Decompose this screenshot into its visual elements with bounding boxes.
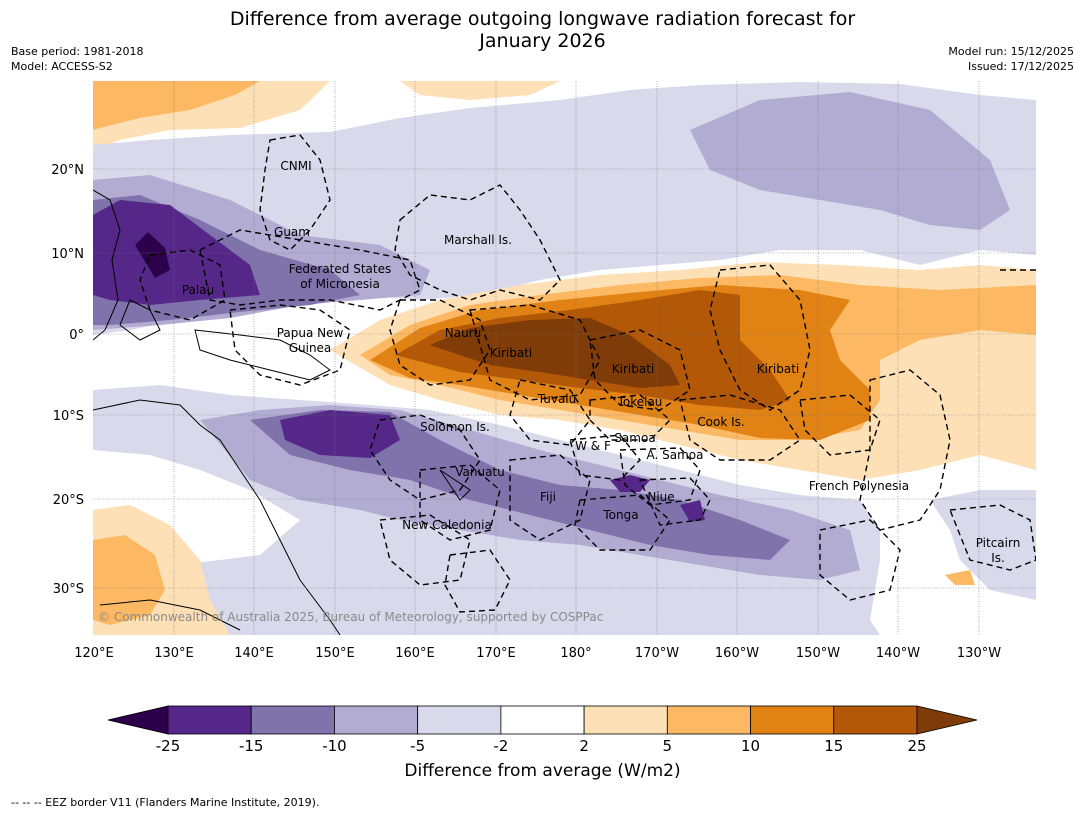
label-png-2: Guinea [289, 341, 332, 355]
anomaly-area-sw-orange [93, 535, 165, 625]
colorbar-title: Difference from average (W/m2) [404, 761, 681, 781]
lat-tick-30s: 30°S [53, 582, 84, 597]
label-cook: Cook Is. [697, 415, 744, 429]
lat-tick-0: 0° [69, 328, 84, 343]
anomaly-area-palau-dark [93, 200, 260, 305]
model-run: Model run: 15/12/2025 [948, 45, 1074, 58]
label-cnmi: CNMI [280, 159, 311, 173]
lon-tick-120e: 120°E [74, 646, 114, 661]
lon-tick-180: 180° [560, 646, 591, 661]
label-kiribati-central: Kiribati [612, 362, 654, 376]
label-png-1: Papua New [277, 326, 344, 340]
label-palau: Palau [182, 283, 214, 297]
coastlines [93, 189, 471, 635]
lat-tick-20n: 20°N [51, 163, 84, 178]
colorbar-bin [250, 705, 335, 735]
label-niue: Niue [647, 490, 674, 504]
label-solomon: Solomon Is. [420, 420, 490, 434]
label-marshall: Marshall Is. [444, 233, 512, 247]
colorbar-bin [583, 705, 668, 735]
label-fiji: Fiji [540, 490, 556, 504]
longitude-labels: 120°E 130°E 140°E 150°E 160°E 170°E 180°… [74, 646, 1001, 661]
colorbar-tick-label: -5 [410, 737, 425, 755]
colorbar-tick-label: 15 [824, 737, 843, 755]
colorbar-bin [334, 705, 419, 735]
anomaly-area-n-light [400, 81, 560, 100]
eez-borders [139, 134, 1036, 613]
anomaly-area-pitcairn-purple [930, 490, 1036, 600]
colorbar-bin [500, 705, 585, 735]
colorbar-tick-label: -15 [239, 737, 264, 755]
label-american-samoa: A. Samoa [647, 448, 704, 462]
colorbar-bin [417, 705, 502, 735]
anomaly-area-hawaii-purple [690, 92, 1010, 230]
label-kiribati-west: Kiribati [490, 346, 532, 360]
label-kiribati-east: Kiribati [757, 362, 799, 376]
label-pitcairn-2: Is. [991, 551, 1005, 565]
meta-right: Model run: 15/12/2025 Issued: 17/12/2025 [948, 44, 1074, 74]
colorbar-bin [167, 705, 252, 735]
colorbar-bins [167, 705, 918, 735]
base-period: Base period: 1981-2018 [11, 45, 144, 58]
lon-tick-150e: 150°E [315, 646, 355, 661]
lon-tick-140e: 140°E [234, 646, 274, 661]
colorbar-bin [666, 705, 751, 735]
label-fsm-1: Federated States [289, 262, 391, 276]
meta-left: Base period: 1981-2018 Model: ACCESS-S2 [11, 44, 143, 74]
label-wallis-futuna: W & F [575, 439, 611, 453]
colorbar-tick-label: 10 [741, 737, 760, 755]
colorbar-tick-label: -25 [156, 737, 181, 755]
label-tokelau: Tokelau [617, 395, 663, 409]
anomaly-area-solomon-dark [280, 410, 400, 458]
label-guam: Guam [274, 225, 310, 239]
label-vanuatu: Vanuatu [455, 465, 505, 479]
colorbar-tick-label: 2 [579, 737, 589, 755]
label-french-polynesia: French Polynesia [809, 479, 909, 493]
lon-tick-170w: 170°W [635, 646, 679, 661]
map-plot-area: CNMI Guam Marshall Is. Federated States … [93, 81, 1036, 635]
colorbar-over-arrow [916, 705, 978, 735]
colorbar-bin [833, 705, 918, 735]
label-fsm-2: of Micronesia [300, 277, 380, 291]
colorbar-tick-label: 5 [663, 737, 673, 755]
label-tonga: Tonga [602, 508, 638, 522]
anomaly-area-se-spot [945, 570, 975, 585]
lon-tick-160e: 160°E [395, 646, 435, 661]
title-line-2: January 2026 [479, 30, 606, 52]
lon-tick-170e: 170°E [476, 646, 516, 661]
lat-tick-10n: 10°N [51, 247, 84, 262]
eez-legend-note: -- -- -- EEZ border V11 (Flanders Marine… [11, 796, 320, 809]
region-labels: CNMI Guam Marshall Is. Federated States … [182, 159, 1020, 565]
chart-title: Difference from average outgoing longwav… [0, 8, 1085, 52]
lon-tick-150w: 150°W [796, 646, 840, 661]
anomaly-area-nw-orange [93, 81, 260, 130]
colorbar-tick-label: 25 [907, 737, 926, 755]
colorbar-under-arrow [107, 705, 169, 735]
label-new-caledonia: New Caledonia [402, 518, 492, 532]
colorbar-bin [750, 705, 835, 735]
title-line-1: Difference from average outgoing longwav… [229, 8, 856, 30]
lon-tick-140w: 140°W [876, 646, 920, 661]
label-samoa: Samoa [614, 431, 655, 445]
issued-date: Issued: 17/12/2025 [967, 60, 1074, 73]
copyright-notice: © Commonwealth of Australia 2025, Bureau… [98, 610, 603, 624]
label-tuvalu: Tuvalu [537, 392, 577, 406]
model-name: Model: ACCESS-S2 [11, 60, 113, 73]
anomaly-area-kiribati-darkest [430, 318, 680, 388]
lon-tick-160w: 160°W [715, 646, 759, 661]
lat-tick-10s: 10°S [53, 409, 84, 424]
lon-tick-130w: 130°W [957, 646, 1001, 661]
graticule [93, 81, 1036, 635]
anomaly-area-tonga-dark [680, 500, 705, 522]
colorbar-tick-label: -10 [322, 737, 347, 755]
colorbar: -25 -15 -10 -5 -2 2 5 10 15 25 [107, 705, 978, 755]
lat-tick-20s: 20°S [53, 493, 84, 508]
lon-tick-130e: 130°E [154, 646, 194, 661]
label-pitcairn-1: Pitcairn [976, 536, 1021, 550]
latitude-labels: 20°N 10°N 0° 10°S 20°S 30°S [51, 163, 84, 597]
colorbar-tick-labels: -25 -15 -10 -5 -2 2 5 10 15 25 [156, 737, 927, 755]
label-nauru: Nauru [445, 326, 481, 340]
colorbar-tick-label: -2 [493, 737, 508, 755]
